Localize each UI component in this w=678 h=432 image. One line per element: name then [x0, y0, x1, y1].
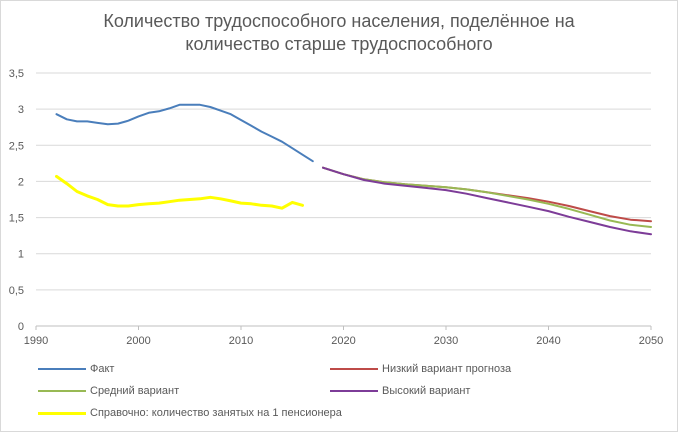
legend-swatch	[38, 411, 86, 415]
legend-label: Средний вариант	[90, 385, 180, 397]
x-tick-label: 2040	[536, 335, 560, 347]
x-tick-label: 2050	[639, 335, 663, 347]
legend-swatch	[38, 390, 86, 393]
series-line-4	[322, 166, 652, 236]
y-tick-label: 3	[18, 104, 24, 116]
legend-label: Низкий вариант прогноза	[382, 363, 512, 375]
x-tick-label: 2030	[434, 335, 458, 347]
legend-swatch	[330, 390, 378, 393]
chart-title: Количество трудоспособного населения, по…	[0, 10, 678, 56]
chart-title-line-2: количество старше трудоспособного	[185, 34, 493, 54]
y-tick-label: 2	[18, 176, 24, 188]
y-tick-label: 0,5	[9, 285, 24, 297]
legend-item-4: Высокий вариант	[330, 384, 470, 398]
legend-swatch	[38, 368, 86, 371]
series-line-1	[55, 103, 314, 163]
legend-item-5: Справочно: количество занятых на 1 пенси…	[38, 406, 342, 420]
legend-item-3: Средний вариант	[38, 384, 179, 398]
series-line-5	[55, 174, 304, 210]
legend-label: Факт	[90, 363, 115, 375]
legend-label: Справочно: количество занятых на 1 пенси…	[90, 407, 342, 419]
legend-item-1: Факт	[38, 362, 114, 376]
legend-label: Высокий вариант	[382, 385, 471, 397]
legend-item-2: Низкий вариант прогноза	[330, 362, 511, 376]
x-tick-label: 2010	[229, 335, 253, 347]
series-line-3	[322, 166, 652, 228]
legend-swatch	[330, 368, 378, 371]
y-tick-label: 2,5	[9, 140, 24, 152]
y-tick-label: 0	[18, 321, 24, 333]
series-line-2	[322, 166, 652, 223]
y-tick-label: 1	[18, 249, 24, 261]
y-tick-label: 1,5	[9, 213, 24, 225]
x-tick-label: 1990	[24, 335, 48, 347]
x-tick-label: 2000	[126, 335, 150, 347]
x-tick-label: 2020	[331, 335, 355, 347]
y-tick-label: 3,5	[9, 68, 24, 80]
chart-title-line-1: Количество трудоспособного населения, по…	[103, 11, 575, 31]
